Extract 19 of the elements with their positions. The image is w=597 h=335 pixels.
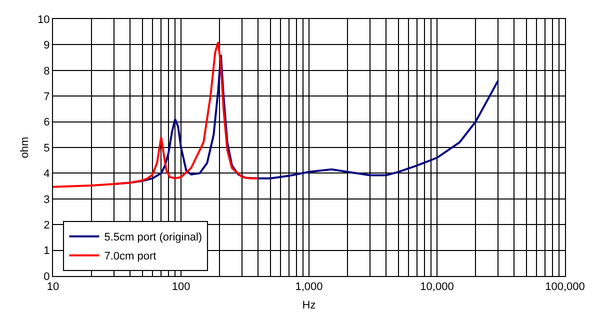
y-axis-title: ohm xyxy=(19,136,32,158)
y-tick-label: 4 xyxy=(44,168,50,180)
legend-label: 7.0cm port xyxy=(104,250,156,263)
y-tick-label: 1 xyxy=(44,245,50,258)
x-tick-label: 100,000 xyxy=(545,281,585,294)
y-tick-label: 6 xyxy=(44,116,50,129)
y-tick-label: 7 xyxy=(44,90,50,103)
y-tick-label: 0 xyxy=(44,270,50,283)
y-tick-label: 3 xyxy=(44,194,50,206)
x-axis-title: Hz xyxy=(302,299,316,312)
y-tick-label: 5 xyxy=(44,142,50,154)
y-tick-label: 9 xyxy=(44,40,50,52)
y-tick-label: 2 xyxy=(44,219,50,232)
legend-label: 5.5cm port (original) xyxy=(104,232,202,244)
x-tick-label: 100 xyxy=(172,281,190,294)
x-tick-label: 1,000 xyxy=(295,281,323,294)
y-tick-label: 10 xyxy=(38,14,50,26)
x-tick-label: 10,000 xyxy=(420,281,454,294)
y-tick-label: 8 xyxy=(44,65,50,78)
